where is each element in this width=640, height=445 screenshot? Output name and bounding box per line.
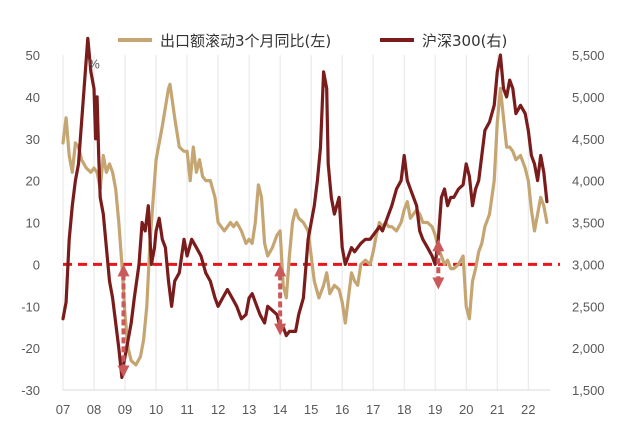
grid-lines bbox=[62, 55, 550, 391]
legend-label-export: 出口额滚动3个月同比(左) bbox=[160, 32, 331, 50]
x-tick-label: 10 bbox=[149, 402, 163, 417]
arrow-head-down bbox=[432, 277, 445, 290]
x-tick-label: 20 bbox=[459, 402, 473, 417]
right-y-tick-label: 5,500 bbox=[572, 48, 605, 63]
x-tick-label: 15 bbox=[304, 402, 318, 417]
arrow-head-up bbox=[117, 264, 130, 277]
left-y-tick-label: -10 bbox=[21, 299, 40, 314]
right-y-tick-label: 2,500 bbox=[572, 299, 605, 314]
chart-annotations: % bbox=[88, 56, 100, 71]
right-y-tick-label: 4,000 bbox=[572, 174, 605, 189]
x-axis-ticks: 07 08 09 10 11 12 13 14 15 16 17 18 19 20 21 22 bbox=[56, 402, 536, 417]
x-tick-label: 18 bbox=[397, 402, 411, 417]
x-tick-label: 16 bbox=[335, 402, 349, 417]
turning-point-arrows bbox=[117, 239, 445, 378]
legend: 出口额滚动3个月同比(左) 沪深300(右) bbox=[118, 32, 507, 50]
arrow-head-down bbox=[274, 323, 287, 336]
percent-annotation: % bbox=[88, 56, 100, 71]
right-y-tick-label: 3,500 bbox=[572, 216, 605, 231]
left-y-tick-label: 40 bbox=[26, 90, 40, 105]
left-y-tick-label: 50 bbox=[26, 48, 40, 63]
series-lines bbox=[61, 36, 549, 379]
series-line-export bbox=[61, 82, 549, 367]
arrow-head-up bbox=[274, 264, 287, 277]
right-y-tick-label: 4,500 bbox=[572, 132, 605, 147]
x-tick-label: 13 bbox=[242, 402, 256, 417]
left-y-tick-label: -30 bbox=[21, 383, 40, 398]
left-y-tick-label: 0 bbox=[33, 257, 40, 272]
left-y-tick-label: -20 bbox=[21, 341, 40, 356]
x-tick-label: 17 bbox=[366, 402, 380, 417]
x-tick-label: 12 bbox=[211, 402, 225, 417]
left-y-axis-ticks: -30 -20 -10 0 10 20 30 40 50 bbox=[21, 48, 40, 398]
left-y-tick-label: 20 bbox=[26, 174, 40, 189]
x-tick-label: 07 bbox=[56, 402, 70, 417]
left-y-tick-label: 30 bbox=[26, 132, 40, 147]
x-tick-label: 21 bbox=[490, 402, 504, 417]
right-y-tick-label: 1,500 bbox=[572, 383, 605, 398]
x-tick-label: 19 bbox=[428, 402, 442, 417]
left-y-tick-label: 10 bbox=[26, 216, 40, 231]
x-tick-label: 08 bbox=[87, 402, 101, 417]
arrow-head-down bbox=[117, 365, 130, 378]
right-y-tick-label: 3,000 bbox=[572, 257, 605, 272]
legend-label-csi300: 沪深300(右) bbox=[422, 32, 507, 50]
arrow-head-up bbox=[432, 239, 445, 252]
right-y-axis-ticks: 1,500 2,000 2,500 3,000 3,500 4,000 4,500 5,000… bbox=[572, 48, 605, 398]
x-tick-label: 11 bbox=[180, 402, 194, 417]
series-line-csi300 bbox=[61, 36, 549, 379]
x-tick-label: 09 bbox=[118, 402, 132, 417]
right-y-tick-label: 5,000 bbox=[572, 90, 605, 105]
x-tick-label: 14 bbox=[273, 402, 287, 417]
right-y-tick-label: 2,000 bbox=[572, 341, 605, 356]
x-tick-label: 22 bbox=[521, 402, 535, 417]
